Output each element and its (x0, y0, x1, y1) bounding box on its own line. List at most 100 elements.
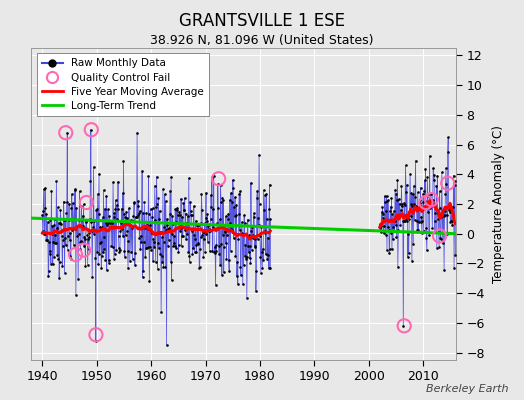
Point (221, 228, 229, 235)
Point (399, 218, 408, 224)
Point (171, 218, 180, 225)
Point (103, 221, 112, 228)
Point (147, 230, 156, 236)
Point (441, 191, 450, 197)
Point (421, 166, 430, 172)
Point (140, 239, 148, 245)
Point (243, 254, 252, 260)
Point (239, 231, 247, 238)
Point (122, 232, 130, 238)
Point (114, 232, 123, 239)
Point (421, 198, 429, 204)
Point (73, 223, 82, 230)
Point (80, 247, 88, 253)
Point (82, 218, 90, 224)
Point (133, 212, 141, 219)
Point (59, 237, 68, 243)
Point (220, 244, 228, 250)
Point (146, 222, 154, 229)
Point (61, 217, 69, 223)
Point (235, 227, 244, 234)
Point (181, 227, 189, 234)
Point (447, 218, 456, 224)
Point (39, 186, 48, 192)
Point (163, 222, 172, 229)
Point (427, 196, 435, 203)
Point (389, 236, 397, 242)
Point (168, 231, 176, 238)
Point (406, 201, 414, 207)
Point (379, 230, 388, 236)
Point (110, 256, 118, 263)
Point (199, 228, 207, 235)
Point (216, 262, 224, 268)
Point (429, 196, 437, 203)
Point (75, 188, 84, 194)
Point (124, 238, 133, 244)
Point (96, 240, 104, 246)
Point (442, 181, 451, 188)
Point (232, 212, 240, 218)
Point (387, 229, 395, 236)
Point (102, 220, 110, 227)
Point (74, 231, 83, 237)
Point (101, 257, 110, 264)
Point (446, 209, 454, 216)
Point (107, 220, 116, 227)
Point (190, 232, 199, 238)
Point (79, 223, 88, 230)
Point (138, 274, 147, 280)
Point (142, 210, 150, 216)
Point (104, 206, 112, 213)
Point (80, 234, 89, 240)
Point (97, 265, 105, 272)
Point (100, 234, 108, 240)
Point (140, 199, 148, 206)
Point (418, 229, 426, 236)
Point (265, 206, 273, 212)
Point (101, 205, 109, 212)
Point (130, 261, 139, 268)
Point (75, 216, 83, 223)
Point (445, 202, 454, 208)
Point (237, 272, 245, 278)
Point (198, 191, 206, 197)
Point (244, 216, 252, 223)
Point (241, 242, 249, 248)
Point (60, 216, 68, 223)
Point (246, 243, 254, 250)
Point (385, 250, 394, 256)
Point (90, 230, 98, 237)
Point (132, 214, 140, 220)
Point (162, 227, 170, 234)
Point (240, 212, 248, 218)
Point (433, 210, 442, 217)
Point (255, 152, 263, 158)
Point (238, 281, 247, 288)
Point (263, 216, 271, 222)
Point (116, 218, 125, 224)
Point (151, 217, 159, 223)
Point (437, 214, 445, 220)
Point (130, 200, 138, 206)
Point (40, 230, 48, 237)
Point (262, 191, 270, 197)
Point (131, 250, 139, 257)
Point (155, 245, 163, 251)
Point (191, 249, 199, 255)
Point (413, 227, 421, 233)
Point (86, 178, 94, 184)
Point (229, 184, 237, 191)
Point (63, 130, 71, 136)
Point (152, 174, 161, 180)
Point (439, 240, 447, 246)
Point (435, 233, 444, 239)
Point (393, 197, 401, 204)
Point (104, 257, 113, 264)
Point (120, 210, 128, 217)
Point (410, 200, 418, 207)
Point (264, 252, 272, 258)
Point (74, 276, 82, 282)
Point (158, 234, 166, 240)
Point (80, 243, 88, 250)
